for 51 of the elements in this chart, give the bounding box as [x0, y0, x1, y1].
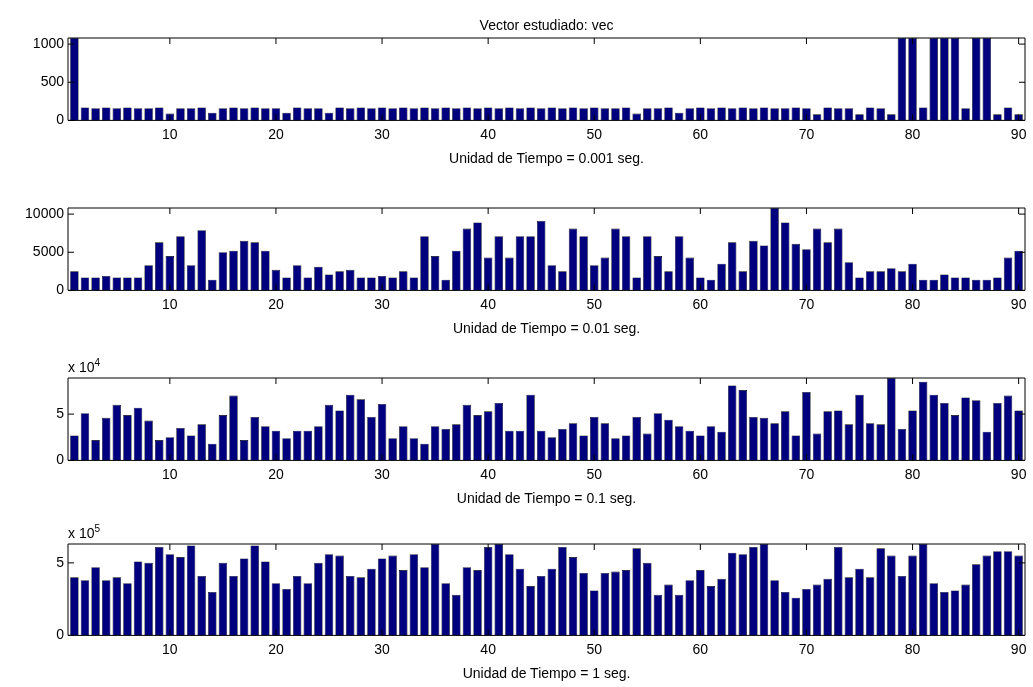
x-tick-label: 70	[798, 640, 815, 657]
y-tick-label: 0	[56, 111, 65, 128]
chart-title: Vector estudiado: vec	[479, 17, 614, 33]
y-tick-label: 5	[56, 404, 65, 421]
x-tick-label: 80	[904, 465, 921, 482]
y-tick-label: 0	[56, 281, 65, 298]
x-tick-label: 70	[798, 125, 815, 142]
x-tick-label: 70	[798, 465, 815, 482]
x-tick-label: 60	[692, 125, 709, 142]
x-tick-label: 30	[374, 640, 391, 657]
x-tick-label: 70	[798, 295, 815, 312]
x-tick-label: 30	[374, 465, 391, 482]
x-tick-label: 10	[162, 465, 178, 482]
y-tick-label: 0	[56, 626, 65, 643]
x-tick-label: 60	[692, 640, 709, 657]
x-tick-label: 40	[480, 465, 497, 482]
x-tick-label: 30	[374, 125, 391, 142]
x-tick-label: 40	[480, 640, 497, 657]
x-tick-label: 50	[586, 295, 603, 312]
x-tick-label: 80	[904, 125, 921, 142]
y-tick-label: 0	[56, 451, 65, 468]
x-tick-label: 40	[480, 125, 497, 142]
x-tick-label: 10	[162, 295, 178, 312]
x-tick-label: 20	[268, 640, 284, 657]
x-axis-title: Unidad de Tiempo = 0.001 seg.	[449, 150, 644, 167]
x-axis-title: Unidad de Tiempo = 0.01 seg.	[452, 320, 641, 337]
x-tick-label: 40	[480, 295, 497, 312]
y-tick-label: 5000	[32, 243, 65, 260]
x-tick-label: 80	[904, 295, 921, 312]
x-tick-label: 60	[692, 465, 709, 482]
x-tick-label: 90	[1010, 640, 1027, 657]
x-tick-label: 10	[162, 640, 178, 657]
x-tick-label: 20	[268, 295, 284, 312]
x-tick-label: 60	[692, 295, 709, 312]
x-tick-label: 90	[1010, 295, 1027, 312]
y-tick-label: 500	[40, 73, 65, 90]
x-axis-title: Unidad de Tiempo = 0.1 seg.	[456, 490, 637, 507]
x-tick-label: 90	[1010, 125, 1027, 142]
x-tick-label: 80	[904, 640, 921, 657]
x-tick-label: 50	[586, 640, 603, 657]
x-tick-label: 10	[162, 125, 178, 142]
x-axis-title: Unidad de Tiempo = 1 seg.	[462, 665, 631, 682]
y-tick-label: 5	[56, 553, 65, 570]
y-tick-label: 10000	[25, 204, 65, 221]
x-tick-label: 90	[1010, 465, 1027, 482]
x-tick-label: 30	[374, 295, 391, 312]
x-tick-label: 50	[586, 125, 603, 142]
x-tick-label: 20	[268, 465, 284, 482]
x-tick-label: 20	[268, 125, 284, 142]
y-tick-label: 1000	[32, 34, 65, 51]
x-tick-label: 50	[586, 465, 603, 482]
